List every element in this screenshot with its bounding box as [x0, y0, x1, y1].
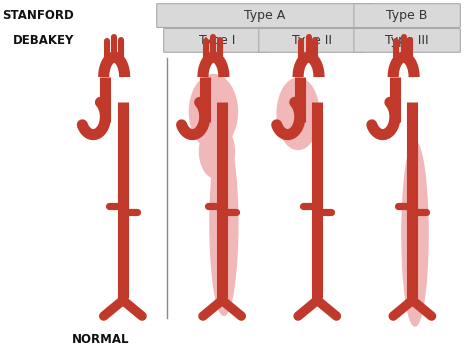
Text: Type A: Type A [244, 9, 285, 22]
Text: Type III: Type III [385, 34, 429, 47]
Ellipse shape [402, 141, 428, 326]
FancyBboxPatch shape [354, 28, 460, 52]
FancyBboxPatch shape [164, 28, 270, 52]
Text: Type I: Type I [199, 34, 235, 47]
Text: Type II: Type II [292, 34, 332, 47]
Ellipse shape [277, 78, 319, 149]
FancyBboxPatch shape [259, 28, 365, 52]
FancyBboxPatch shape [354, 4, 460, 28]
Ellipse shape [200, 124, 234, 179]
Ellipse shape [190, 75, 237, 149]
Ellipse shape [210, 132, 238, 315]
Text: Type B: Type B [386, 9, 428, 22]
Text: DEBAKEY: DEBAKEY [13, 34, 74, 47]
Text: STANFORD: STANFORD [2, 9, 74, 22]
Text: NORMAL: NORMAL [73, 333, 130, 346]
FancyBboxPatch shape [157, 4, 372, 28]
